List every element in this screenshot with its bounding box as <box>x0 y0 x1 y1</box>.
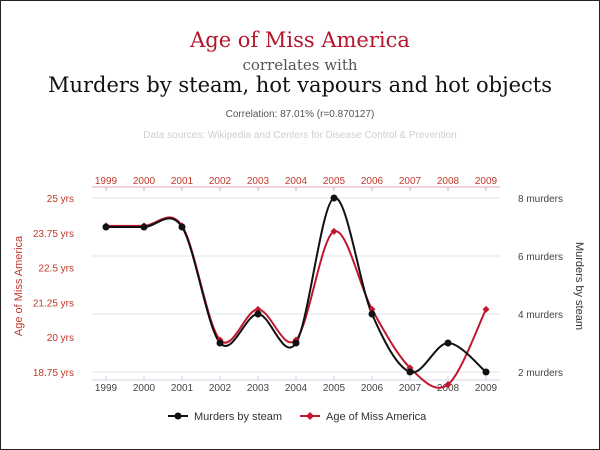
legend: Murders by steam Age of Miss America <box>168 411 427 423</box>
top-tick-label: 2003 <box>247 176 270 187</box>
series-line-age <box>105 216 487 389</box>
right-axis-label: Murders by steam <box>573 242 585 330</box>
bottom-tick-label: 2004 <box>285 383 308 394</box>
data-point-murders <box>216 339 224 347</box>
data-sources-text: Data sources: Wikipedia and Centers for … <box>143 130 457 141</box>
data-point-murders <box>292 339 300 347</box>
data-point-murders <box>102 223 110 231</box>
bottom-tick-label: 2005 <box>323 383 346 394</box>
bottom-tick-label: 2003 <box>247 383 270 394</box>
legend-age-marker <box>306 412 314 420</box>
bottom-tick-label: 2000 <box>133 383 156 394</box>
bottom-tick-label: 2008 <box>437 383 460 394</box>
legend-age-label: Age of Miss America <box>326 411 427 423</box>
top-tick-label: 2005 <box>323 176 346 187</box>
left-axis-label: Age of Miss America <box>13 235 25 336</box>
legend-murders-label: Murders by steam <box>194 411 282 423</box>
top-tick-label: 2001 <box>171 176 194 187</box>
top-tick-label: 1999 <box>95 176 118 187</box>
data-point-murders <box>482 368 490 376</box>
data-point-murders <box>330 194 338 202</box>
data-point-age <box>330 227 338 235</box>
top-tick-label: 2000 <box>133 176 156 187</box>
data-point-murders <box>140 223 148 231</box>
bottom-tick-label: 2006 <box>361 383 384 394</box>
data-point-murders <box>178 223 186 231</box>
right-tick-label: 2 murders <box>518 368 563 379</box>
bottom-tick-label: 2001 <box>171 383 194 394</box>
bottom-tick-label: 2002 <box>209 383 232 394</box>
top-tick-label: 2002 <box>209 176 232 187</box>
top-tick-label: 2007 <box>399 176 422 187</box>
right-tick-label: 6 murders <box>518 252 563 263</box>
chart-title-connector: correlates with <box>242 56 358 74</box>
data-point-murders <box>406 368 414 376</box>
legend-murders-marker <box>174 412 182 420</box>
bottom-tick-label: 2007 <box>399 383 422 394</box>
data-point-murders <box>254 310 262 318</box>
left-tick-label: 25 yrs <box>47 194 74 205</box>
bottom-x-axis: 1999 2000 2001 2002 2003 2004 2005 2006 2007 2008… <box>95 376 498 394</box>
data-point-murders <box>368 310 376 318</box>
left-tick-label: 22.5 yrs <box>38 264 74 275</box>
grid-lines <box>92 186 500 381</box>
top-tick-label: 2008 <box>437 176 460 187</box>
series-layer <box>102 194 490 389</box>
bottom-tick-label: 1999 <box>95 383 118 394</box>
top-tick-label: 2004 <box>285 176 308 187</box>
right-y-axis: 8 murders 6 murders 4 murders 2 murders <box>518 194 563 379</box>
left-tick-label: 18.75 yrs <box>33 368 74 379</box>
data-point-murders <box>444 339 452 347</box>
top-tick-label: 2006 <box>361 176 384 187</box>
data-point-age <box>482 305 490 313</box>
data-point-age <box>444 381 452 389</box>
chart-title-primary: Age of Miss America <box>190 28 410 52</box>
correlation-text: Correlation: 87.01% (r=0.870127) <box>225 109 375 120</box>
left-tick-label: 21.25 yrs <box>33 298 74 309</box>
bottom-tick-label: 2009 <box>475 383 498 394</box>
right-tick-label: 8 murders <box>518 194 563 205</box>
top-x-axis: 1999 2000 2001 2002 2003 2004 2005 2006 2007 2008… <box>95 176 498 191</box>
right-tick-label: 4 murders <box>518 310 563 321</box>
chart-title-secondary: Murders by steam, hot vapours and hot ob… <box>47 73 553 97</box>
left-y-axis: 25 yrs 23.75 yrs 22.5 yrs 21.25 yrs 20 yrs 18… <box>33 194 74 379</box>
left-tick-label: 20 yrs <box>47 333 74 344</box>
left-tick-label: 23.75 yrs <box>33 229 74 240</box>
top-tick-label: 2009 <box>475 176 498 187</box>
